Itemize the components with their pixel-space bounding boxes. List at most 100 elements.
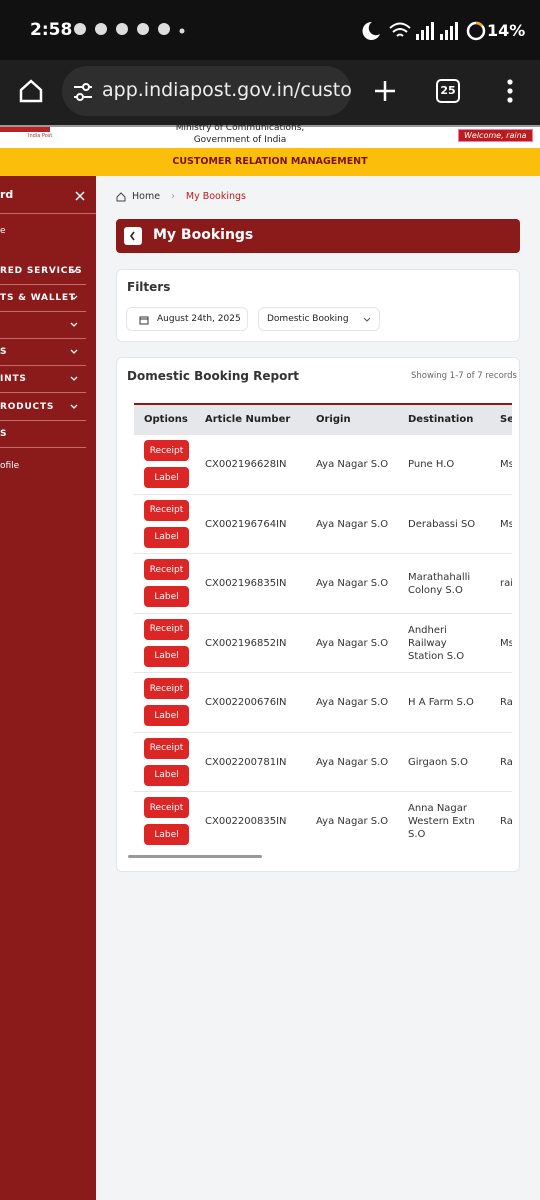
- label-button[interactable]: Label: [144, 645, 189, 667]
- table-cell: Aya Nagar S.O: [316, 697, 389, 708]
- ministry: Ministry of Communications, Government of…: [150, 122, 330, 146]
- table-cell: Aya Nagar S.O: [316, 459, 389, 470]
- table-cell: Ra: [500, 816, 512, 827]
- title-bar: My Bookings: [116, 219, 520, 253]
- receipt-button[interactable]: Receipt: [144, 797, 189, 818]
- report-summary: Showing 1-7 of 7 records: [411, 371, 517, 381]
- home-button[interactable]: [18, 78, 44, 104]
- breadcrumb-current: My Bookings: [185, 191, 246, 202]
- table-cell: CX002200781IN: [205, 756, 287, 768]
- receipt-button[interactable]: Receipt: [144, 440, 189, 461]
- page-title: My Bookings: [153, 227, 254, 243]
- table-cell: Ra: [500, 756, 512, 768]
- receipt-button[interactable]: Receipt: [144, 559, 189, 580]
- receipt-button[interactable]: Receipt: [144, 678, 189, 699]
- table-row: Receipt Label CX002200676IN Aya Nagar S.O H …: [134, 673, 512, 733]
- table-cell: Andheri Railway Station S.O: [408, 624, 465, 662]
- column-header: Options: [144, 414, 188, 425]
- table-cell: Aya Nagar S.O: [316, 518, 389, 530]
- sidebar-item[interactable]: INTS: [0, 366, 86, 393]
- chevron: [70, 295, 78, 300]
- url-bar[interactable]: app.indiapost.gov.in/custome: [62, 66, 351, 116]
- time: 2:58: [30, 20, 73, 40]
- column-header: Origin: [316, 414, 351, 425]
- table-row: Receipt Label CX002200835IN Aya Nagar S.O An…: [134, 792, 512, 851]
- table-cell: rai: [500, 578, 512, 589]
- table-cell: Ms: [500, 637, 512, 649]
- table-row: Receipt Label CX002196628IN Aya Nagar S.O Pu…: [134, 435, 512, 495]
- table-row: Receipt Label CX002196835IN Aya Nagar S.O Ma…: [134, 554, 512, 614]
- sidebar-item[interactable]: RED SERVICES: [0, 258, 86, 285]
- table-cell: Aya Nagar S.O: [316, 756, 389, 768]
- label-button[interactable]: Label: [144, 526, 189, 548]
- filters-title: Filters: [127, 280, 171, 294]
- table-cell: CX002200676IN: [205, 697, 287, 708]
- welcome-badge: Welcome, raina: [458, 129, 533, 142]
- table-cell: Ra: [500, 697, 512, 708]
- tab-count[interactable]: 25: [436, 79, 460, 103]
- new-tab-button[interactable]: [373, 79, 397, 103]
- label-button[interactable]: Label: [144, 824, 189, 845]
- chevron: [70, 376, 78, 381]
- table-cell: CX002196764IN: [205, 518, 287, 530]
- table-cell: CX002196835IN: [205, 578, 287, 589]
- ministry-line: Ministry of Communications,: [175, 123, 305, 133]
- label-button[interactable]: Label: [144, 586, 189, 607]
- home-icon: [116, 191, 126, 201]
- filters-card: Filters August 24th, 2025 Domestic Booki…: [116, 269, 520, 342]
- table-row: Receipt Label CX002200781IN Aya Nagar S.O Gi…: [134, 733, 512, 792]
- table-cell: Aya Nagar S.O: [316, 578, 389, 589]
- receipt-button[interactable]: Receipt: [144, 499, 189, 521]
- sidebar-item[interactable]: TS & WALLET: [0, 285, 86, 312]
- site-header: India Post Ministry of Communications, Go…: [0, 122, 540, 148]
- url: app.indiapost.gov.in/custome: [102, 79, 351, 101]
- label-button[interactable]: Label: [144, 705, 189, 726]
- table-cell: Ms: [500, 518, 512, 530]
- label-button[interactable]: Label: [144, 764, 189, 786]
- table-cell: Girgaon S.O: [408, 756, 468, 768]
- notification-icons: [74, 23, 185, 35]
- banner: CUSTOMER RELATION MANAGEMENT: [0, 148, 540, 176]
- chevron: [70, 349, 78, 354]
- site-info-icon[interactable]: [72, 81, 94, 103]
- receipt-button[interactable]: Receipt: [144, 737, 189, 759]
- breadcrumb-sep: ›: [171, 191, 175, 202]
- label-button[interactable]: Label: [144, 467, 189, 488]
- column-header: Article Number: [205, 414, 291, 425]
- date-picker[interactable]: August 24th, 2025: [126, 307, 248, 331]
- sidebar-item[interactable]: S: [0, 421, 86, 448]
- logo-bar: [0, 127, 50, 132]
- booking-type-select[interactable]: Domestic Booking: [258, 307, 380, 331]
- sidebar-item[interactable]: [0, 312, 86, 339]
- receipt-button[interactable]: Receipt: [144, 618, 189, 640]
- breadcrumb: Home › My Bookings: [116, 191, 246, 202]
- table-cell: Aya Nagar S.O: [316, 816, 389, 827]
- table: Options Article Number Origin Destination Se…: [134, 403, 512, 851]
- table-cell: CX002196852IN: [205, 637, 287, 649]
- back-button[interactable]: [124, 227, 142, 245]
- ministry-line: Government of India: [193, 135, 287, 145]
- column-header: Se: [500, 414, 512, 425]
- dropdown-icon: [363, 317, 371, 322]
- breadcrumb-home[interactable]: Home: [132, 191, 161, 202]
- table-header: Options Article Number Origin Destination Se: [134, 403, 512, 435]
- table-cell: CX002200835IN: [205, 816, 287, 827]
- sidebar-item[interactable]: RODUCTS: [0, 394, 86, 421]
- sidebar-item[interactable]: e: [0, 225, 6, 236]
- browser-bar: app.indiapost.gov.in/custome 25: [0, 60, 540, 125]
- sidebar: rd e RED SERVICES TS & WALLET S INTS RODUCTS S…: [0, 176, 96, 1200]
- table-cell: Ms: [500, 459, 512, 470]
- menu-button[interactable]: [500, 78, 520, 104]
- sidebar-item[interactable]: ofile: [0, 460, 20, 471]
- booking-type: Domestic Booking: [267, 314, 349, 324]
- table-cell: Aya Nagar S.O: [316, 637, 389, 649]
- table-cell: Anna Nagar Western Extn S.O: [408, 803, 475, 840]
- logo-text: India Post: [28, 133, 53, 139]
- status-bar: 2:58 14%: [0, 0, 540, 60]
- sidebar-title[interactable]: rd: [0, 188, 14, 201]
- sidebar-item[interactable]: S: [0, 339, 86, 366]
- close-sidebar[interactable]: [75, 191, 85, 201]
- divider: [0, 213, 96, 214]
- chevron: [70, 322, 78, 327]
